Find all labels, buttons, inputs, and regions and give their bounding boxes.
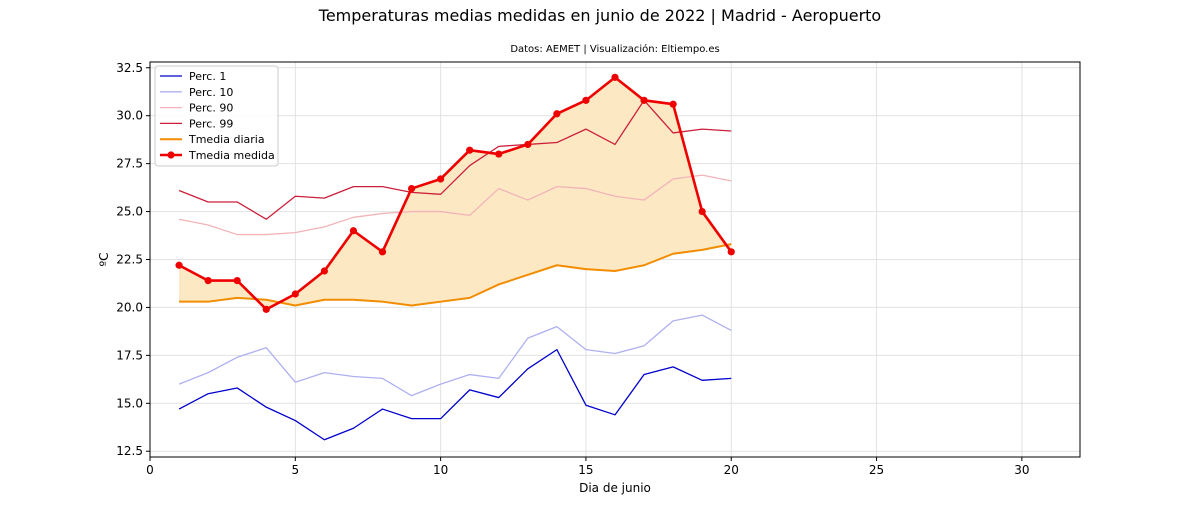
y-tick-label: 17.5 [116,348,143,362]
data-point [611,73,619,81]
legend-label: Perc. 90 [189,102,233,115]
series-line-5 [178,76,733,311]
data-point [291,290,299,298]
y-tick-label: 15.0 [116,396,143,410]
data-point [553,110,561,118]
y-tick-label: 27.5 [116,157,143,171]
legend-label: Perc. 1 [189,70,226,83]
data-point [204,276,212,285]
legend-label: Tmedia diaria [188,133,265,146]
data-point [495,150,503,158]
x-tick-label: 0 [146,463,154,477]
series-line-4 [179,243,732,307]
data-point [349,227,358,235]
legend-box [154,65,279,167]
data-point [407,184,416,193]
data-point [262,305,270,313]
series-lines [175,73,735,441]
fill-area [179,77,732,310]
data-point [582,96,590,104]
y-tick-label: 22.5 [116,253,143,267]
legend-label: Tmedia medida [188,149,275,162]
legend-label: Perc. 10 [189,86,233,99]
y-tick-label: 20.0 [116,300,143,314]
data-point [466,146,474,154]
data-point [640,96,648,104]
x-tick-label: 15 [578,463,593,477]
series-line-3 [178,99,732,220]
chart-subtitle: Datos: AEMET | Visualización: Eltiempo.e… [510,44,720,55]
x-tick-label: 25 [869,463,884,477]
legend-label: Perc. 99 [189,117,233,130]
fill-between-area [179,77,732,310]
data-point [727,248,735,256]
series-line-1 [178,314,732,397]
y-tick-label: 32.5 [116,61,143,75]
data-point [233,276,241,285]
y-tick-label: 25.0 [116,205,143,219]
data-point [437,175,445,183]
x-tick-label: 30 [1014,463,1029,477]
x-axis-label: Dia de junio [579,481,651,495]
y-tick-label: 12.5 [116,444,143,458]
x-tick-label: 5 [291,463,299,477]
legend: Perc. 1 Perc. 10 Perc. 90 Perc. 99 Tmedia di… [154,65,279,167]
x-tick-label: 10 [433,463,448,477]
data-point [378,248,387,256]
axis-ticks: 0 5 10 15 20 25 30 12.5 15.0 17.5 20.0 22.5 25.0 27.5… [116,61,1029,477]
data-point [698,207,706,216]
legend-marker [167,151,175,159]
data-point [175,261,183,269]
data-point [524,140,532,149]
chart-title: Temperaturas medias medidas en junio de … [318,6,882,25]
y-tick-label: 30.0 [116,109,143,123]
series-line-0 [178,348,732,441]
data-point [669,100,677,108]
data-point [320,267,328,275]
x-tick-label: 20 [724,463,739,477]
series-line-2 [178,174,732,236]
y-axis-label: ºC [97,252,111,266]
